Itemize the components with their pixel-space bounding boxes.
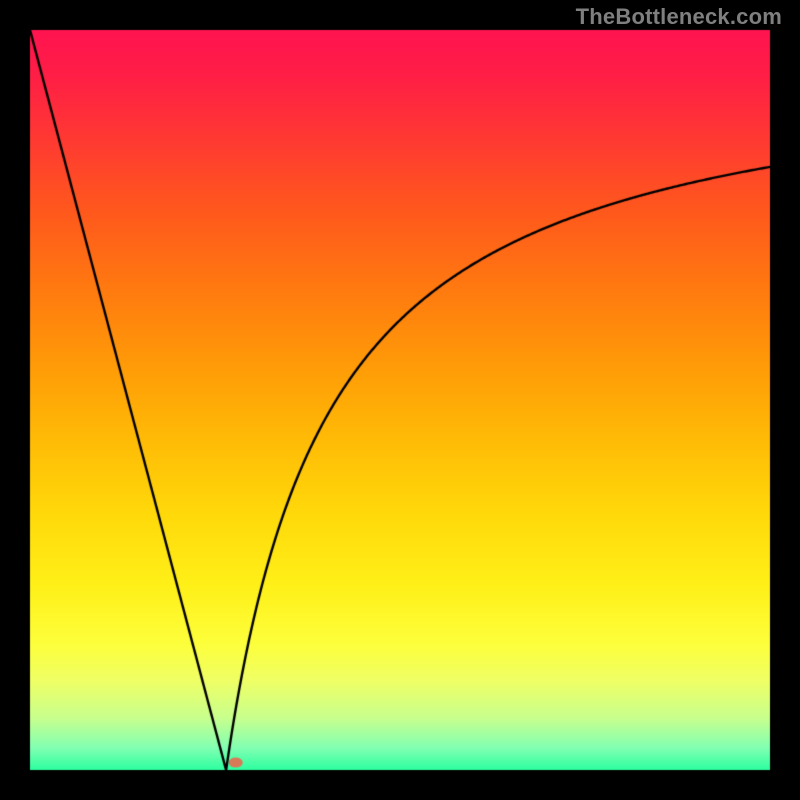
watermark-text: TheBottleneck.com [576,4,782,30]
bottleneck-chart-canvas [0,0,800,800]
chart-stage: TheBottleneck.com [0,0,800,800]
